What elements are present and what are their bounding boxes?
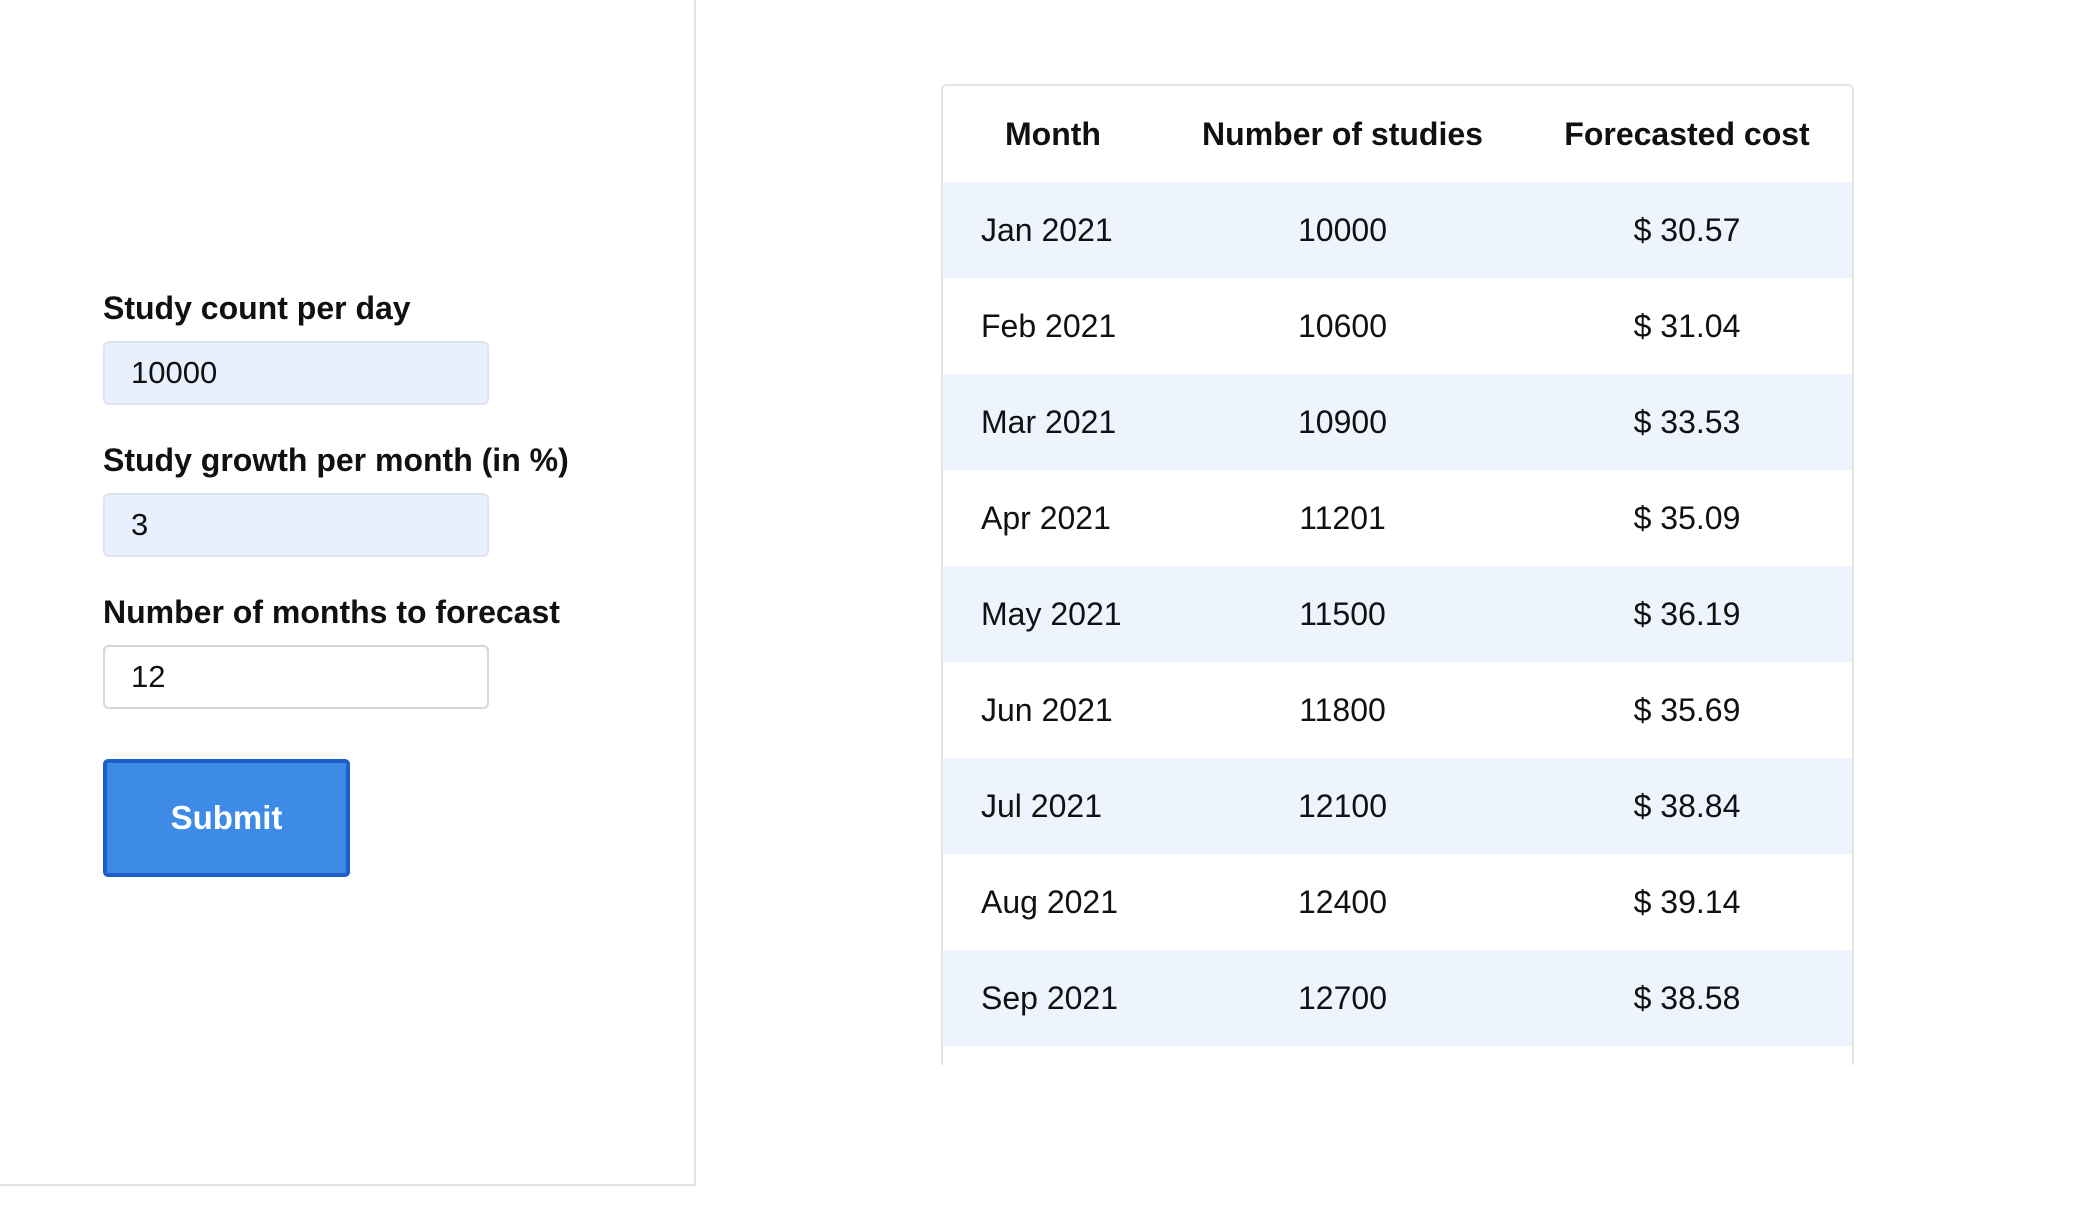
- table-row: Oct 2021: [943, 1046, 1852, 1065]
- cell-studies: 11500: [1163, 566, 1522, 662]
- forecast-form-panel: Study count per day Study growth per mon…: [0, 0, 696, 1186]
- cell-cost: $ 31.04: [1522, 278, 1852, 374]
- cell-studies: 12400: [1163, 854, 1522, 950]
- cell-month: Aug 2021: [943, 854, 1163, 950]
- cell-month: Sep 2021: [943, 950, 1163, 1046]
- cell-cost: $ 33.53: [1522, 374, 1852, 470]
- cell-studies: 10900: [1163, 374, 1522, 470]
- months-forecast-label: Number of months to forecast: [103, 594, 560, 630]
- cell-month: Oct 2021: [943, 1046, 1163, 1065]
- cell-studies: 12700: [1163, 950, 1522, 1046]
- cell-cost: $ 38.84: [1522, 758, 1852, 854]
- cell-cost: $ 38.58: [1522, 950, 1852, 1046]
- table-row: Feb 2021 10600 $ 31.04: [943, 278, 1852, 374]
- table-row: Mar 2021 10900 $ 33.53: [943, 374, 1852, 470]
- table-row: Jun 2021 11800 $ 35.69: [943, 662, 1852, 758]
- study-growth-label: Study growth per month (in %): [103, 442, 569, 478]
- study-growth-input[interactable]: [103, 493, 489, 557]
- table-row: Aug 2021 12400 $ 39.14: [943, 854, 1852, 950]
- cell-cost: [1522, 1046, 1852, 1065]
- months-forecast-input[interactable]: [103, 645, 489, 709]
- forecast-table-container[interactable]: Month Number of studies Forecasted cost …: [941, 84, 1854, 1065]
- table-row: Jul 2021 12100 $ 38.84: [943, 758, 1852, 854]
- cell-month: Jun 2021: [943, 662, 1163, 758]
- cell-studies: [1163, 1046, 1522, 1065]
- study-count-input[interactable]: [103, 341, 489, 405]
- header-number-of-studies: Number of studies: [1163, 86, 1522, 182]
- cell-month: Mar 2021: [943, 374, 1163, 470]
- cell-month: Jul 2021: [943, 758, 1163, 854]
- cell-cost: $ 30.57: [1522, 182, 1852, 278]
- cell-studies: 11201: [1163, 470, 1522, 566]
- cell-cost: $ 35.09: [1522, 470, 1852, 566]
- submit-button[interactable]: Submit: [103, 759, 350, 877]
- table-header-row: Month Number of studies Forecasted cost: [943, 86, 1852, 182]
- header-forecasted-cost: Forecasted cost: [1522, 86, 1852, 182]
- cell-studies: 12100: [1163, 758, 1522, 854]
- cell-month: Jan 2021: [943, 182, 1163, 278]
- cell-cost: $ 35.69: [1522, 662, 1852, 758]
- table-row: Sep 2021 12700 $ 38.58: [943, 950, 1852, 1046]
- cell-studies: 11800: [1163, 662, 1522, 758]
- cell-studies: 10000: [1163, 182, 1522, 278]
- header-month: Month: [943, 86, 1163, 182]
- cell-cost: $ 36.19: [1522, 566, 1852, 662]
- cell-month: Feb 2021: [943, 278, 1163, 374]
- cell-studies: 10600: [1163, 278, 1522, 374]
- study-count-label: Study count per day: [103, 290, 411, 326]
- cell-month: May 2021: [943, 566, 1163, 662]
- table-row: Apr 2021 11201 $ 35.09: [943, 470, 1852, 566]
- table-row: Jan 2021 10000 $ 30.57: [943, 182, 1852, 278]
- cell-cost: $ 39.14: [1522, 854, 1852, 950]
- table-row: May 2021 11500 $ 36.19: [943, 566, 1852, 662]
- forecast-table: Month Number of studies Forecasted cost …: [943, 86, 1852, 1065]
- cell-month: Apr 2021: [943, 470, 1163, 566]
